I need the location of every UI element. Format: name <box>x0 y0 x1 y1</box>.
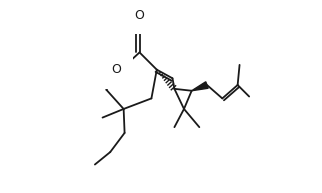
Polygon shape <box>192 82 208 91</box>
Text: O: O <box>135 9 145 22</box>
Text: O: O <box>111 63 121 76</box>
